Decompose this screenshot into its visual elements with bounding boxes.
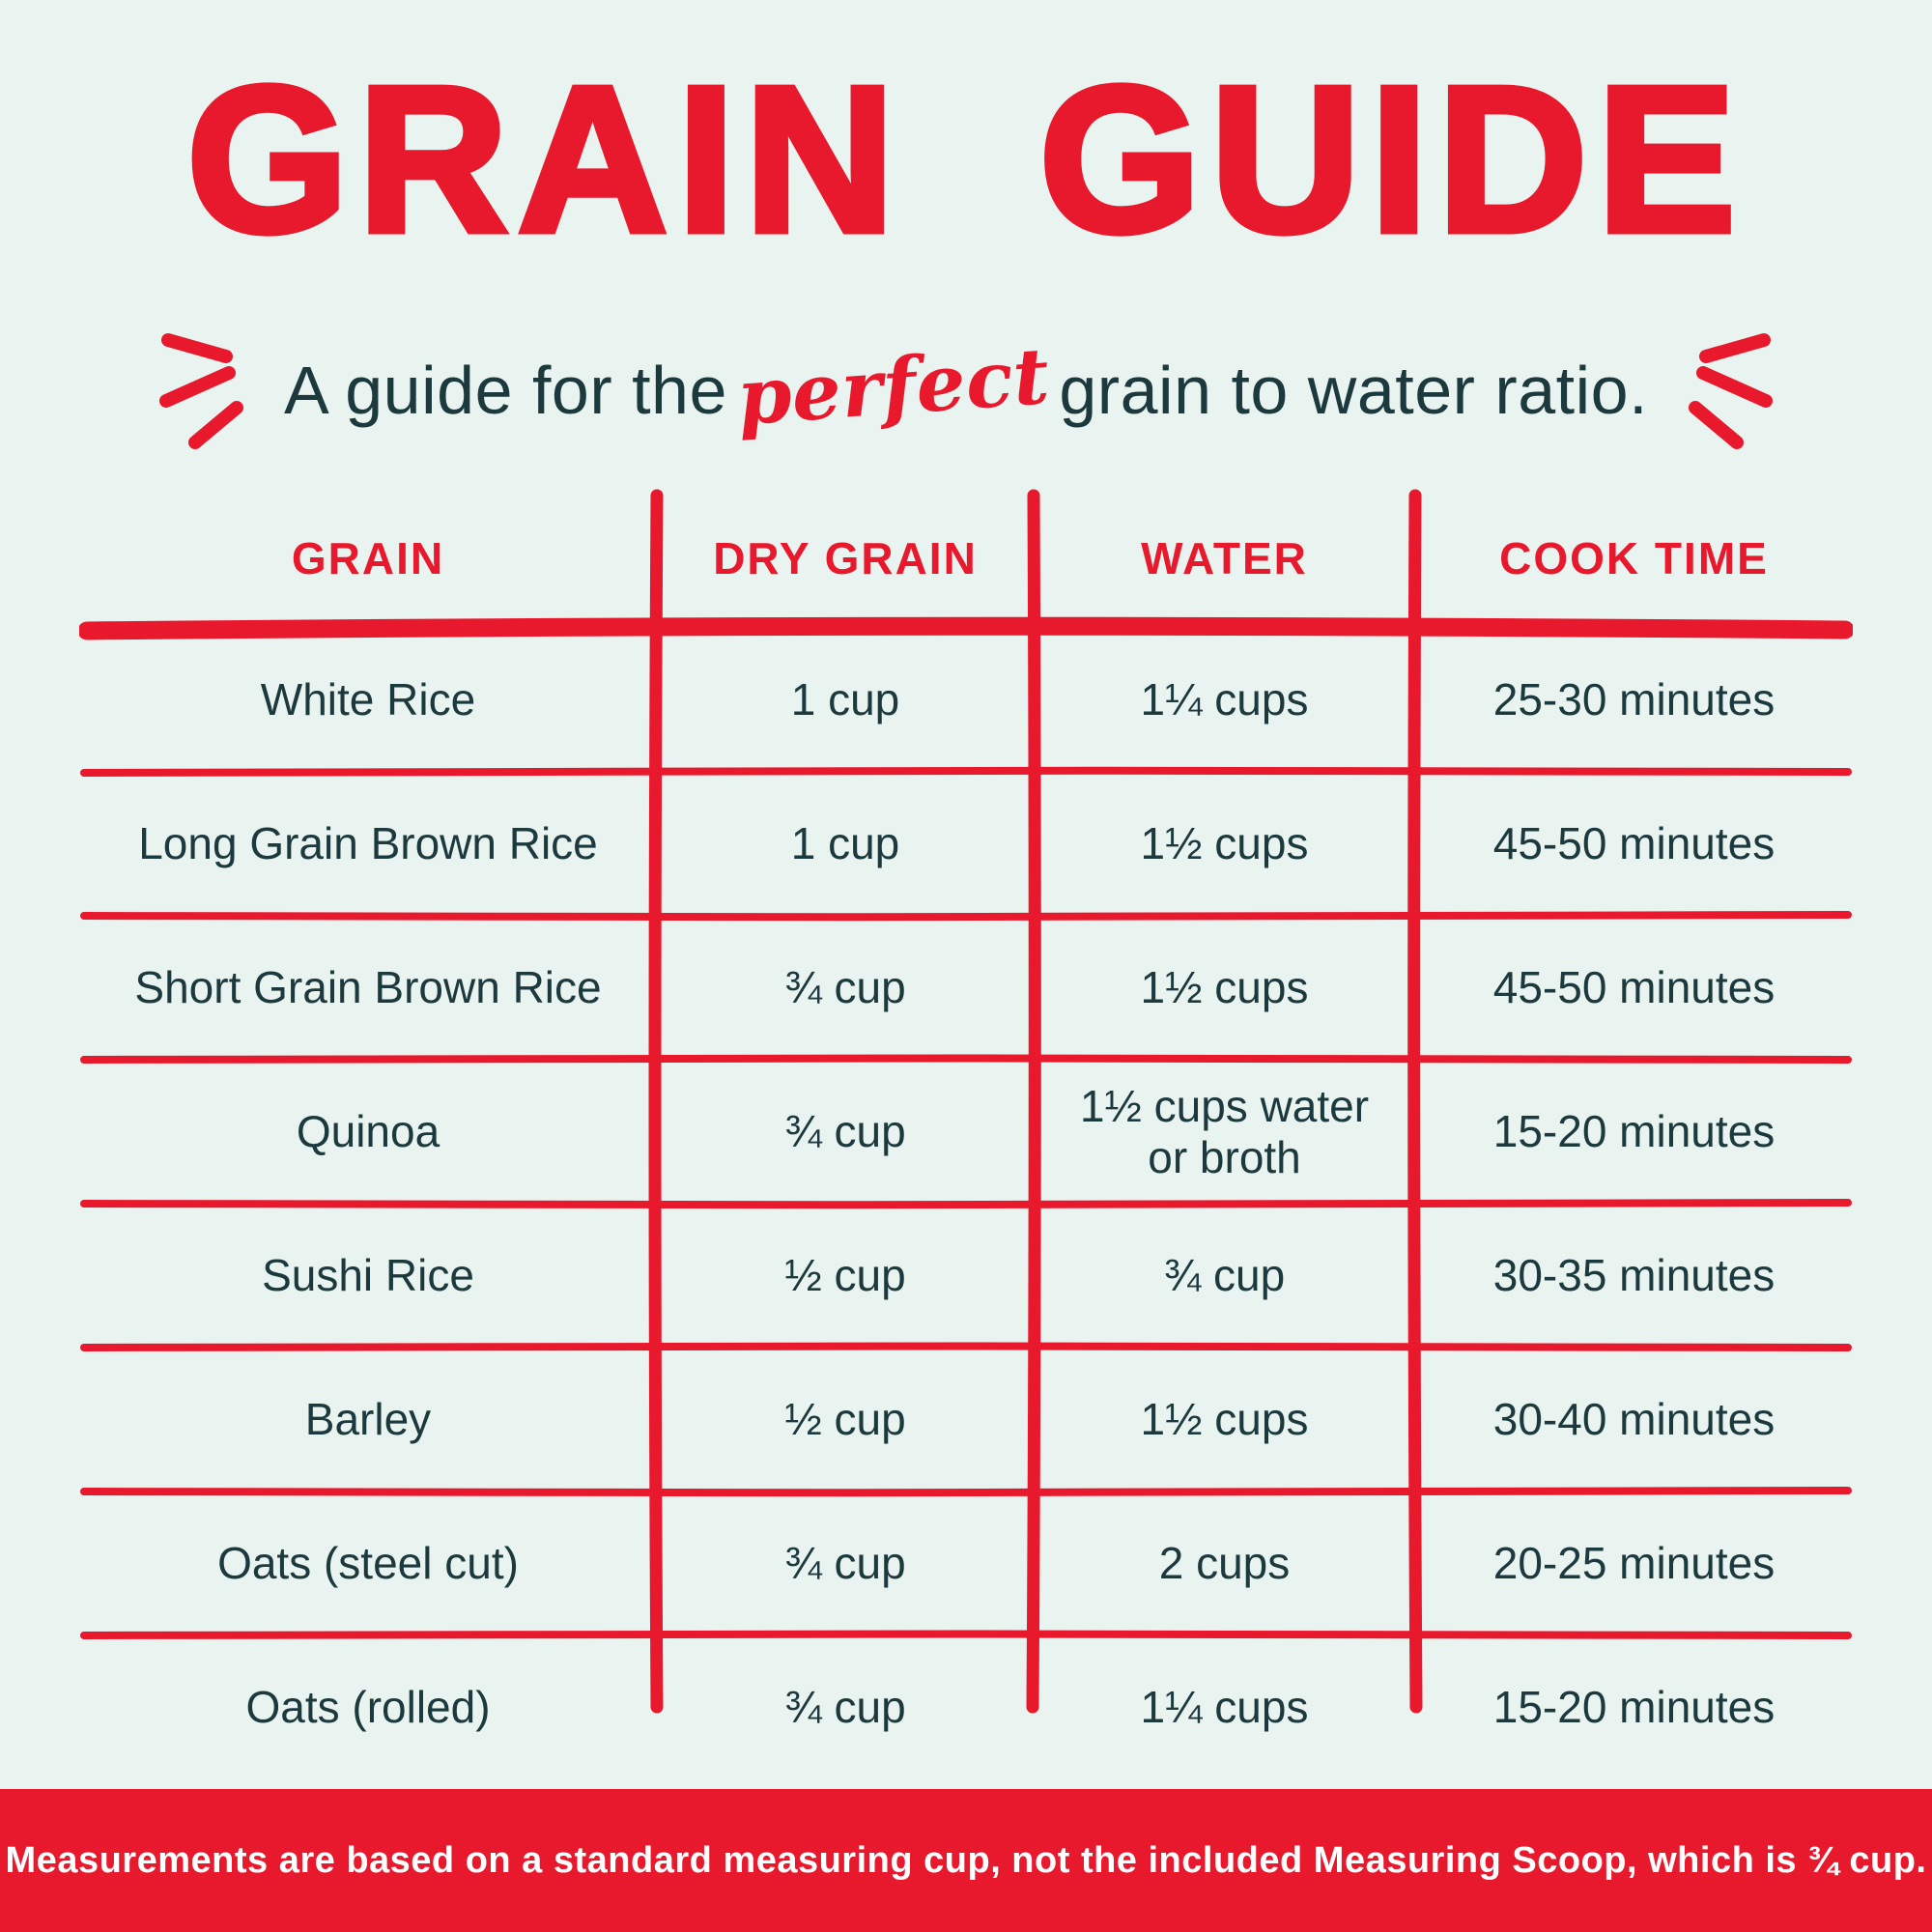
table-cell-dry-grain: ¾ cup [784,1682,906,1733]
table-cell-dry-grain: ½ cup [784,1250,906,1301]
column-header-dry-grain: DRY GRAIN [713,532,978,583]
subtitle-suffix: grain to water ratio. [1059,353,1649,428]
table-cell-dry-grain: ¾ cup [784,962,906,1013]
table-cell-dry-grain: 1 cup [790,674,900,725]
table-cell-grain: Short Grain Brown Rice [134,962,602,1013]
table-cell-grain: Quinoa [296,1106,440,1157]
page-title: GRAIN GUIDE [184,43,1746,275]
table-cell-cook-time: 15-20 minutes [1492,1682,1776,1733]
table-cell-grain: Oats (rolled) [245,1682,491,1733]
subtitle: A guide for theperfect grain to water rat… [283,330,1649,442]
table-cell-cook-time: 30-35 minutes [1492,1250,1776,1301]
table-cell-cook-time: 25-30 minutes [1492,674,1776,725]
grain-table: GRAIN DRY GRAIN WATER COOK TIME White Ri… [79,488,1853,1779]
subtitle-row: A guide for theperfect grain to water rat… [0,319,1932,454]
column-header-water: WATER [1141,532,1308,583]
table-cell-water: 2 cups [1158,1538,1291,1589]
table-cell-water: ¾ cup [1163,1250,1286,1301]
table-cell-grain: Oats (steel cut) [217,1538,519,1589]
table-cell-grain: Long Grain Brown Rice [138,818,598,869]
subtitle-prefix: A guide for the [283,353,727,428]
table-cell-water: 1½ cups water or broth [1079,1080,1370,1182]
table-cell-cook-time: 20-25 minutes [1492,1538,1776,1589]
table-cell-cook-time: 45-50 minutes [1492,818,1776,869]
table-cell-dry-grain: ¾ cup [784,1538,906,1589]
emphasis-dashes-left-icon [158,333,243,449]
table-cell-cook-time: 15-20 minutes [1492,1106,1776,1157]
grain-table-grid: GRAIN DRY GRAIN WATER COOK TIME White Ri… [79,488,1853,1779]
table-cell-cook-time: 45-50 minutes [1492,962,1776,1013]
footer-note: Measurements are based on a standard mea… [5,1839,1927,1881]
footer-bar: Measurements are based on a standard mea… [0,1789,1932,1932]
column-header-cook-time: COOK TIME [1499,532,1769,583]
table-cell-water: 1½ cups [1140,818,1309,869]
table-cell-water: 1½ cups [1140,1394,1309,1445]
table-cell-dry-grain: 1 cup [790,818,900,869]
emphasis-dashes-right-icon [1689,333,1774,449]
table-cell-grain: Barley [304,1394,432,1445]
table-grid-lines [79,489,1853,1714]
table-cell-grain: Sushi Rice [262,1250,474,1301]
table-cell-grain: White Rice [260,674,476,725]
table-cell-water: 1¼ cups [1140,674,1309,725]
table-cell-water: 1½ cups [1140,962,1309,1013]
table-cell-cook-time: 30-40 minutes [1492,1394,1776,1445]
table-cell-dry-grain: ¾ cup [784,1106,906,1157]
column-header-grain: GRAIN [291,532,445,583]
table-cell-water: 1¼ cups [1140,1682,1309,1733]
subtitle-highlight: perfect [734,329,1053,443]
table-cell-dry-grain: ½ cup [784,1394,906,1445]
